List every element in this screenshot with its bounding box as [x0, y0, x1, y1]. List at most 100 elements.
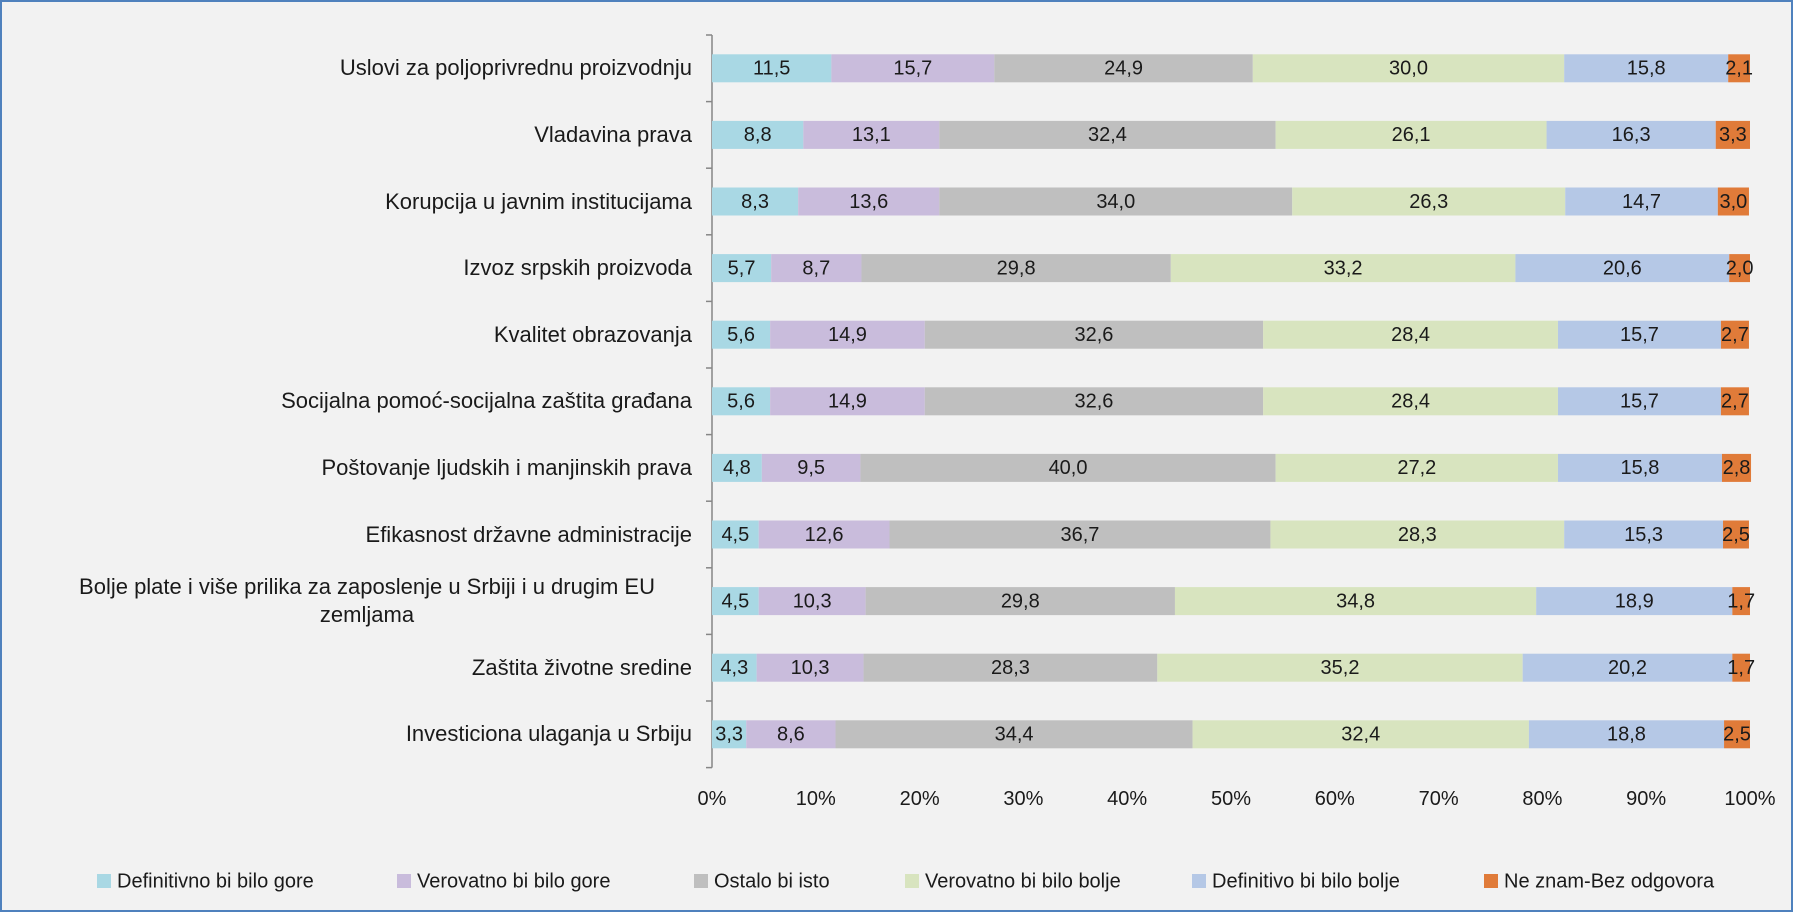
- category-label: Kvalitet obrazovanja: [42, 321, 692, 349]
- data-label: 1,7: [1727, 590, 1755, 612]
- bar-segment: [1724, 720, 1750, 749]
- legend-swatch: [694, 874, 708, 888]
- bar-segment: [1275, 120, 1547, 149]
- data-label: 34,0: [1096, 191, 1135, 213]
- data-label: 18,8: [1607, 724, 1646, 746]
- data-label: 29,8: [997, 257, 1036, 279]
- bar-segment: [758, 587, 866, 616]
- category-label: Izvoz srpskih proizvoda: [42, 254, 692, 282]
- bar-segment: [1536, 587, 1733, 616]
- category-label: Korupcija u javnim institucijama: [42, 188, 692, 216]
- data-label: 35,2: [1321, 657, 1360, 679]
- data-label: 5,6: [727, 324, 755, 346]
- bar-segment: [1557, 453, 1722, 482]
- data-label: 2,7: [1721, 391, 1749, 413]
- bar-segment: [861, 254, 1171, 283]
- category-label: Bolje plate i više prilika za zaposlenje…: [42, 573, 692, 629]
- bar-segment: [761, 453, 861, 482]
- category-label: Zaštita životne sredine: [42, 654, 692, 682]
- bar-segment: [1557, 387, 1721, 416]
- data-label: 15,7: [1620, 391, 1659, 413]
- data-label: 34,4: [995, 724, 1034, 746]
- x-tick-label: 50%: [1211, 788, 1251, 810]
- bar-segment: [865, 587, 1175, 616]
- data-label: 18,9: [1615, 590, 1654, 612]
- data-label: 9,5: [797, 457, 825, 479]
- category-text: Uslovi za poljoprivrednu proizvodnju: [339, 55, 692, 81]
- data-label: 2,5: [1723, 724, 1751, 746]
- bar-segment: [712, 653, 757, 682]
- bar-segment: [1564, 520, 1724, 549]
- data-label: 8,6: [777, 724, 805, 746]
- data-label: 5,6: [727, 391, 755, 413]
- data-label: 26,1: [1392, 124, 1431, 146]
- x-tick-label: 40%: [1107, 788, 1147, 810]
- bar-segment: [835, 720, 1193, 749]
- data-label: 13,1: [852, 124, 891, 146]
- bar-segment: [1192, 720, 1529, 749]
- data-label: 36,7: [1061, 524, 1100, 546]
- category-text: Korupcija u javnim institucijama: [385, 188, 692, 214]
- bar-segment: [1720, 320, 1749, 349]
- data-label: 14,9: [828, 324, 867, 346]
- data-label: 20,2: [1608, 657, 1647, 679]
- data-label: 3,0: [1719, 191, 1747, 213]
- bar-segment: [1263, 387, 1558, 416]
- data-label: 26,3: [1409, 191, 1448, 213]
- bar-segment: [1546, 120, 1716, 149]
- bar-segment: [1729, 254, 1750, 283]
- bar-segment: [924, 320, 1264, 349]
- legend-label: Verovatno bi bilo gore: [417, 870, 610, 892]
- legend-swatch: [1192, 874, 1206, 888]
- bar-segment: [1252, 54, 1565, 83]
- bar-segment: [1721, 453, 1752, 482]
- bar-segment: [712, 587, 759, 616]
- category-label: Poštovanje ljudskih i manjinskih prava: [42, 454, 692, 482]
- data-label: 4,8: [723, 457, 751, 479]
- data-label: 8,3: [741, 191, 769, 213]
- bar-segment: [1732, 653, 1750, 682]
- legend-label: Definitivo bi bilo bolje: [1212, 870, 1400, 892]
- data-label: 34,8: [1336, 590, 1375, 612]
- data-label: 15,7: [893, 58, 932, 80]
- bar-segment: [1170, 254, 1516, 283]
- legend-label: Ostalo bi isto: [714, 870, 830, 892]
- bar-segment: [1717, 187, 1749, 216]
- data-label: 16,3: [1612, 124, 1651, 146]
- data-label: 24,9: [1104, 58, 1143, 80]
- data-label: 32,4: [1088, 124, 1127, 146]
- bar-segment: [798, 187, 940, 216]
- data-label: 27,2: [1397, 457, 1436, 479]
- x-tick-label: 80%: [1522, 788, 1562, 810]
- x-tick-label: 60%: [1315, 788, 1355, 810]
- bar-segment: [1528, 720, 1725, 749]
- data-label: 4,3: [720, 657, 748, 679]
- data-label: 2,5: [1722, 524, 1750, 546]
- category-label: Investiciona ulaganja u Srbiju: [42, 720, 692, 748]
- bar-segment: [712, 187, 799, 216]
- data-label: 15,8: [1627, 58, 1666, 80]
- category-text: Efikasnost državne administracije: [365, 521, 692, 547]
- data-label: 40,0: [1049, 457, 1088, 479]
- category-label: Vladavina prava: [42, 121, 692, 149]
- data-label: 28,3: [1398, 524, 1437, 546]
- data-label: 28,3: [991, 657, 1030, 679]
- data-label: 2,1: [1725, 58, 1753, 80]
- category-label: Socijalna pomoć-socijalna zaštita građan…: [42, 387, 692, 415]
- bar-segment: [1515, 254, 1730, 283]
- data-label: 15,7: [1620, 324, 1659, 346]
- data-label: 29,8: [1001, 590, 1040, 612]
- bar-segment: [939, 120, 1276, 149]
- bar-segment: [939, 187, 1293, 216]
- category-label: Efikasnost državne administracije: [42, 521, 692, 549]
- bar-segment: [712, 453, 762, 482]
- x-tick-label: 10%: [796, 788, 836, 810]
- category-label: Uslovi za poljoprivrednu proizvodnju: [42, 54, 692, 82]
- bar-segment: [1270, 520, 1565, 549]
- bar-segment: [712, 387, 771, 416]
- bar-segment: [1557, 320, 1721, 349]
- x-tick-label: 20%: [900, 788, 940, 810]
- data-label: 2,7: [1721, 324, 1749, 346]
